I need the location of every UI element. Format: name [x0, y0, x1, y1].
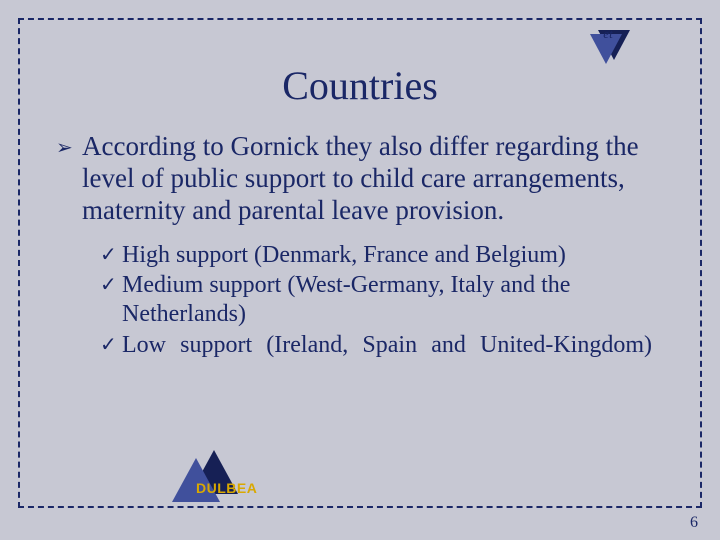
sub-bullet-list: ✓ High support (Denmark, France and Belg… — [100, 241, 652, 360]
check-icon: ✓ — [100, 241, 122, 267]
sub-bullet: ✓ Medium support (West-Germany, Italy an… — [100, 271, 652, 329]
sub-bullet: ✓ High support (Denmark, France and Belg… — [100, 241, 652, 270]
corner-logo-text: et — [586, 26, 630, 42]
slide-frame: et Countries ➢ According to Gornick they… — [18, 18, 702, 508]
page-number: 6 — [690, 514, 698, 532]
corner-logo: et — [586, 30, 630, 66]
main-bullet-text: According to Gornick they also differ re… — [82, 131, 664, 227]
footer-logo: DULBEA — [172, 450, 292, 500]
slide-title: Countries — [48, 62, 672, 109]
main-bullet: ➢ According to Gornick they also differ … — [56, 131, 664, 227]
sub-bullet-text: Medium support (West-Germany, Italy and … — [122, 271, 652, 329]
footer-logo-text: DULBEA — [196, 480, 257, 496]
sub-bullet-text: Low support (Ireland, Spain and United-K… — [122, 331, 652, 360]
sub-bullet: ✓ Low support (Ireland, Spain and United… — [100, 331, 652, 360]
check-icon: ✓ — [100, 331, 122, 357]
chevron-right-icon: ➢ — [56, 131, 82, 161]
sub-bullet-text: High support (Denmark, France and Belgiu… — [122, 241, 652, 270]
check-icon: ✓ — [100, 271, 122, 297]
